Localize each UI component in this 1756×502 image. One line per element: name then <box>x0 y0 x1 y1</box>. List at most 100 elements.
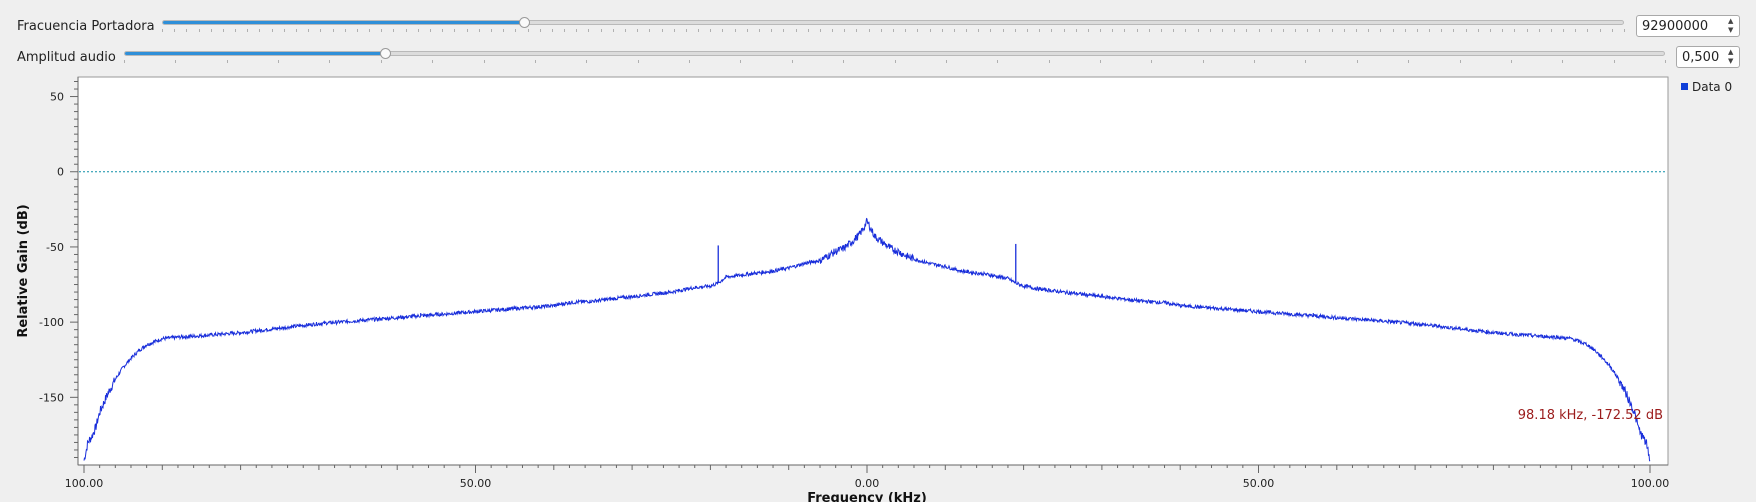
slider-tick <box>880 29 882 32</box>
slider-tick <box>432 60 434 63</box>
audio-amplitude-value[interactable]: 0,500 <box>1682 50 1720 65</box>
slider-tick <box>1295 29 1297 32</box>
slider-tick <box>1599 29 1601 32</box>
slider-tick <box>271 29 273 32</box>
slider-tick <box>1331 29 1333 32</box>
audio-amplitude-spin-arrows[interactable]: ▲ ▼ <box>1727 48 1737 66</box>
slider-tick <box>1202 60 1204 63</box>
slider-tick <box>332 29 334 32</box>
audio-amplitude-slider-fill <box>125 52 386 55</box>
slider-tick <box>1246 29 1248 32</box>
carrier-frequency-spinbox[interactable]: 92900000 ▲ ▼ <box>1636 15 1740 37</box>
slider-tick <box>624 29 626 32</box>
slider-tick <box>893 29 894 32</box>
slider-tick <box>283 29 285 32</box>
y-tick-label: -50 <box>46 241 64 254</box>
slider-tick <box>844 29 846 32</box>
spin-up-icon[interactable]: ▲ <box>1728 48 1734 56</box>
slider-tick <box>1305 60 1307 63</box>
slider-tick <box>380 60 382 63</box>
slider-tick <box>539 29 541 32</box>
audio-amplitude-spinbox[interactable]: 0,500 ▲ ▼ <box>1676 46 1740 68</box>
slider-tick <box>1039 29 1041 32</box>
x-axis: 100.00 50.00 0.00 50.00 100.00 <box>65 464 1669 490</box>
slider-tick <box>1100 29 1102 32</box>
slider-tick <box>356 29 358 32</box>
slider-tick <box>320 29 322 32</box>
slider-tick <box>758 29 760 32</box>
slider-tick <box>1368 29 1370 32</box>
carrier-frequency-value[interactable]: 92900000 <box>1642 19 1709 34</box>
legend[interactable]: Data 0 <box>1681 80 1732 94</box>
spur-spikes <box>420 243 1314 316</box>
slider-tick <box>710 29 712 32</box>
slider-tick <box>483 60 485 63</box>
slider-tick <box>1453 29 1455 32</box>
slider-tick <box>186 29 188 32</box>
slider-tick <box>1526 29 1528 32</box>
y-tick-label: -100 <box>39 316 64 329</box>
slider-tick <box>393 29 395 32</box>
slider-tick <box>1624 29 1625 32</box>
slider-tick <box>945 60 947 63</box>
data-0-trace <box>83 217 1651 462</box>
slider-tick <box>210 29 212 32</box>
slider-tick <box>1234 29 1236 32</box>
carrier-frequency-label: Fracuencia Portadora <box>17 19 155 34</box>
slider-tick <box>344 29 346 32</box>
slider-tick <box>1665 60 1666 63</box>
slider-tick <box>1355 29 1357 32</box>
slider-tick <box>1161 29 1163 32</box>
y-axis-label: Relative Gain (dB) <box>16 204 31 337</box>
slider-tick <box>612 29 614 32</box>
spin-up-icon[interactable]: ▲ <box>1728 17 1734 25</box>
slider-tick <box>1562 60 1564 63</box>
carrier-frequency-slider-handle[interactable] <box>519 17 531 28</box>
slider-tick <box>1173 29 1175 32</box>
x-tick-label: 50.00 <box>460 477 492 490</box>
frequency-plot[interactable]: 500-50-100-150 100.00 50.00 0.00 50.00 100.0… <box>0 73 1680 502</box>
slider-tick <box>1514 29 1516 32</box>
slider-tick <box>369 29 371 32</box>
slider-tick <box>1185 29 1187 32</box>
slider-tick <box>673 29 675 32</box>
slider-tick <box>564 29 566 32</box>
slider-tick <box>1550 29 1552 32</box>
slider-tick <box>734 29 736 32</box>
slider-tick <box>637 29 639 32</box>
audio-amplitude-slider[interactable] <box>124 48 1665 59</box>
slider-tick <box>997 60 999 63</box>
y-axis: 50 0 -50 -100 -150 <box>39 77 79 465</box>
audio-amplitude-slider-handle[interactable] <box>380 48 392 59</box>
slider-tick <box>819 29 821 32</box>
slider-tick <box>1587 29 1589 32</box>
slider-tick <box>941 29 943 32</box>
slider-tick <box>1429 29 1431 32</box>
x-tick-label: 50.00 <box>1243 477 1275 490</box>
carrier-frequency-spin-arrows[interactable]: ▲ ▼ <box>1727 17 1737 35</box>
slider-tick <box>454 29 456 32</box>
slider-tick <box>698 29 700 32</box>
slider-tick <box>417 29 419 32</box>
carrier-frequency-slider[interactable] <box>162 17 1624 28</box>
slider-tick <box>953 29 955 32</box>
plot-canvas[interactable] <box>77 76 1669 466</box>
slider-tick <box>966 29 968 32</box>
slider-tick <box>278 60 280 63</box>
spin-down-icon[interactable]: ▼ <box>1728 26 1734 34</box>
slider-tick <box>1477 29 1479 32</box>
slider-tick <box>1002 29 1004 32</box>
slider-tick <box>1221 29 1223 32</box>
slider-tick <box>905 29 907 32</box>
legend-swatch <box>1681 83 1688 90</box>
slider-tick <box>247 29 249 32</box>
slider-tick <box>685 29 687 32</box>
slider-tick <box>551 29 553 32</box>
spin-down-icon[interactable]: ▼ <box>1728 57 1734 65</box>
slider-tick <box>791 60 793 63</box>
slider-tick <box>722 29 724 32</box>
x-axis-label: Frequency (kHz) <box>807 491 927 502</box>
slider-tick <box>162 29 163 32</box>
y-tick-label: -150 <box>39 391 64 404</box>
slider-tick <box>1099 60 1101 63</box>
